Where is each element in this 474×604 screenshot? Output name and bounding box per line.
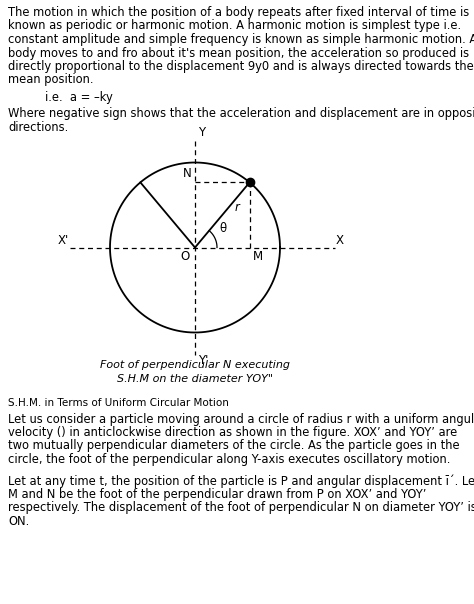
Text: circle, the foot of the perpendicular along Y-axis executes oscillatory motion.: circle, the foot of the perpendicular al… bbox=[8, 453, 450, 466]
Text: S.H.M. in Terms of Uniform Circular Motion: S.H.M. in Terms of Uniform Circular Moti… bbox=[8, 399, 229, 408]
Text: X: X bbox=[336, 234, 344, 246]
Text: Foot of perpendicular N executing: Foot of perpendicular N executing bbox=[100, 361, 290, 370]
Text: Where negative sign shows that the acceleration and displacement are in opposite: Where negative sign shows that the accel… bbox=[8, 108, 474, 121]
Text: The motion in which the position of a body repeats after fixed interval of time : The motion in which the position of a bo… bbox=[8, 6, 469, 19]
Text: known as periodic or harmonic motion. A harmonic motion is simplest type i.e.: known as periodic or harmonic motion. A … bbox=[8, 19, 461, 33]
Text: two mutually perpendicular diameters of the circle. As the particle goes in the: two mutually perpendicular diameters of … bbox=[8, 440, 460, 452]
Text: S.H.M on the diameter YOY": S.H.M on the diameter YOY" bbox=[117, 374, 273, 385]
Text: directly proportional to the displacement 9y0 and is always directed towards the: directly proportional to the displacemen… bbox=[8, 60, 474, 73]
Text: θ: θ bbox=[219, 222, 226, 236]
Text: i.e.  a = –ky: i.e. a = –ky bbox=[45, 91, 113, 104]
Text: Let at any time t, the position of the particle is P and angular displacement ī´: Let at any time t, the position of the p… bbox=[8, 475, 474, 488]
Text: velocity () in anticlockwise direction as shown in the figure. XOX’ and YOY’ are: velocity () in anticlockwise direction a… bbox=[8, 426, 457, 439]
Text: Let us consider a particle moving around a circle of radius r with a uniform ang: Let us consider a particle moving around… bbox=[8, 413, 474, 425]
Text: O: O bbox=[181, 251, 190, 263]
Text: ON.: ON. bbox=[8, 515, 29, 528]
Text: body moves to and fro about it's mean position, the acceleration so produced is: body moves to and fro about it's mean po… bbox=[8, 47, 469, 60]
Text: constant amplitude and simple frequency is known as simple harmonic motion. A: constant amplitude and simple frequency … bbox=[8, 33, 474, 46]
Text: N: N bbox=[183, 167, 192, 181]
Text: directions.: directions. bbox=[8, 121, 68, 134]
Text: r: r bbox=[235, 201, 240, 214]
Text: mean position.: mean position. bbox=[8, 74, 93, 86]
Text: M and N be the foot of the perpendicular drawn from P on XOX’ and YOY’: M and N be the foot of the perpendicular… bbox=[8, 488, 427, 501]
Text: M: M bbox=[253, 251, 263, 263]
Text: Y: Y bbox=[198, 126, 205, 140]
Text: respectively. The displacement of the foot of perpendicular N on diameter YOY’ i: respectively. The displacement of the fo… bbox=[8, 501, 474, 515]
Text: X': X' bbox=[58, 234, 69, 246]
Text: Y': Y' bbox=[198, 355, 209, 367]
